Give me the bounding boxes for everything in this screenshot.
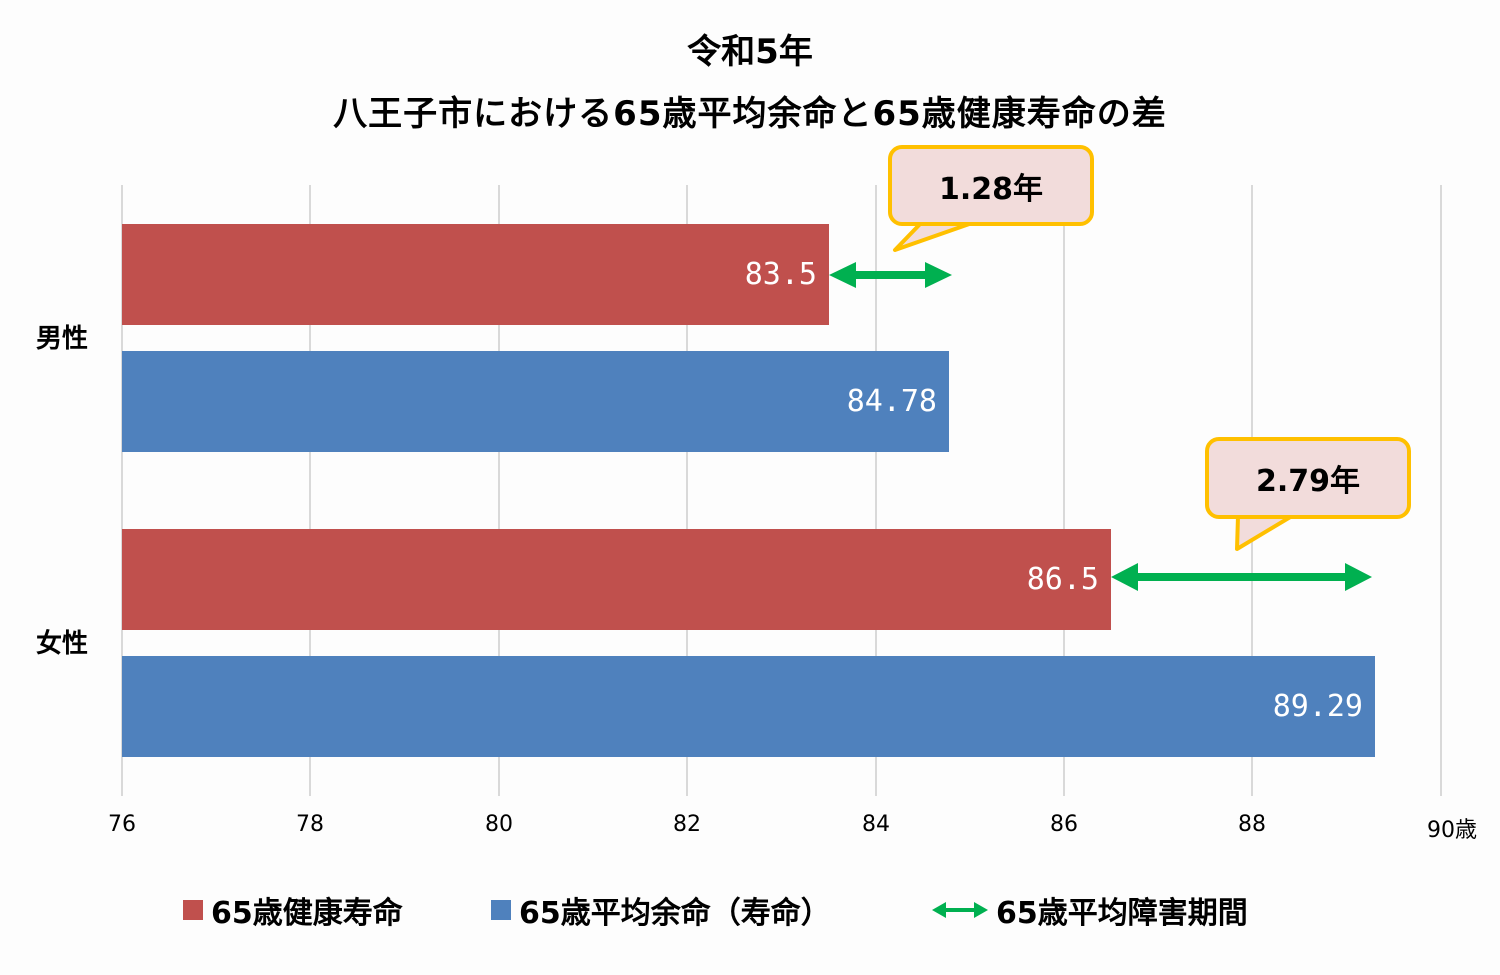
bar-female-average: 89.29	[122, 656, 1375, 757]
x-tick: 86	[1050, 812, 1078, 837]
gridline-86	[1063, 185, 1065, 796]
legend-swatch-red-icon	[183, 900, 203, 920]
x-tick: 90歳	[1427, 818, 1477, 843]
legend-item-gap: 65歳平均障害期間	[930, 888, 1248, 932]
gridline-90	[1440, 185, 1442, 796]
category-label-female: 女性	[36, 629, 89, 659]
gridline-76	[121, 185, 123, 796]
x-tick: 80	[485, 812, 513, 837]
x-tick: 78	[296, 812, 324, 837]
legend-label: 65歳平均障害期間	[996, 896, 1248, 931]
gridline-80	[498, 185, 500, 796]
legend-label: 65歳平均余命（寿命）	[519, 896, 831, 931]
bar-value: 89.29	[1272, 689, 1363, 724]
chart-title-year: 令和5年	[687, 32, 813, 72]
bubble-tail-male	[893, 220, 977, 252]
x-tick: 82	[673, 812, 701, 837]
gridline-84	[875, 185, 877, 796]
bar-female-healthy: 86.5	[122, 529, 1111, 630]
bar-value: 84.78	[846, 384, 937, 419]
gridline-78	[309, 185, 311, 796]
gap-arrow-female-icon	[1111, 563, 1372, 591]
gap-callout-female: 2.79年	[1205, 437, 1411, 519]
gap-callout-label: 1.28年	[938, 171, 1044, 207]
bar-male-average: 84.78	[122, 351, 949, 452]
bar-value: 83.5	[744, 257, 817, 292]
gridline-82	[686, 185, 688, 796]
x-tick: 84	[862, 812, 890, 837]
bar-value: 86.5	[1026, 562, 1099, 597]
legend-double-arrow-icon	[932, 902, 988, 918]
gap-callout-male: 1.28年	[888, 145, 1094, 226]
category-label-male: 男性	[36, 324, 89, 354]
bubble-tail-female	[1235, 514, 1294, 551]
x-tick: 76	[108, 812, 136, 837]
chart-title: 八王子市における65歳平均余命と65歳健康寿命の差	[333, 94, 1167, 134]
bar-male-healthy: 83.5	[122, 224, 829, 325]
legend-item-healthy: 65歳健康寿命	[183, 888, 403, 932]
x-tick: 88	[1238, 812, 1266, 837]
gap-callout-label: 2.79年	[1255, 464, 1361, 499]
gap-arrow-male-icon	[829, 262, 952, 288]
legend-label: 65歳健康寿命	[211, 896, 403, 931]
legend-item-average: 65歳平均余命（寿命）	[491, 888, 831, 932]
legend-swatch-blue-icon	[491, 900, 511, 920]
